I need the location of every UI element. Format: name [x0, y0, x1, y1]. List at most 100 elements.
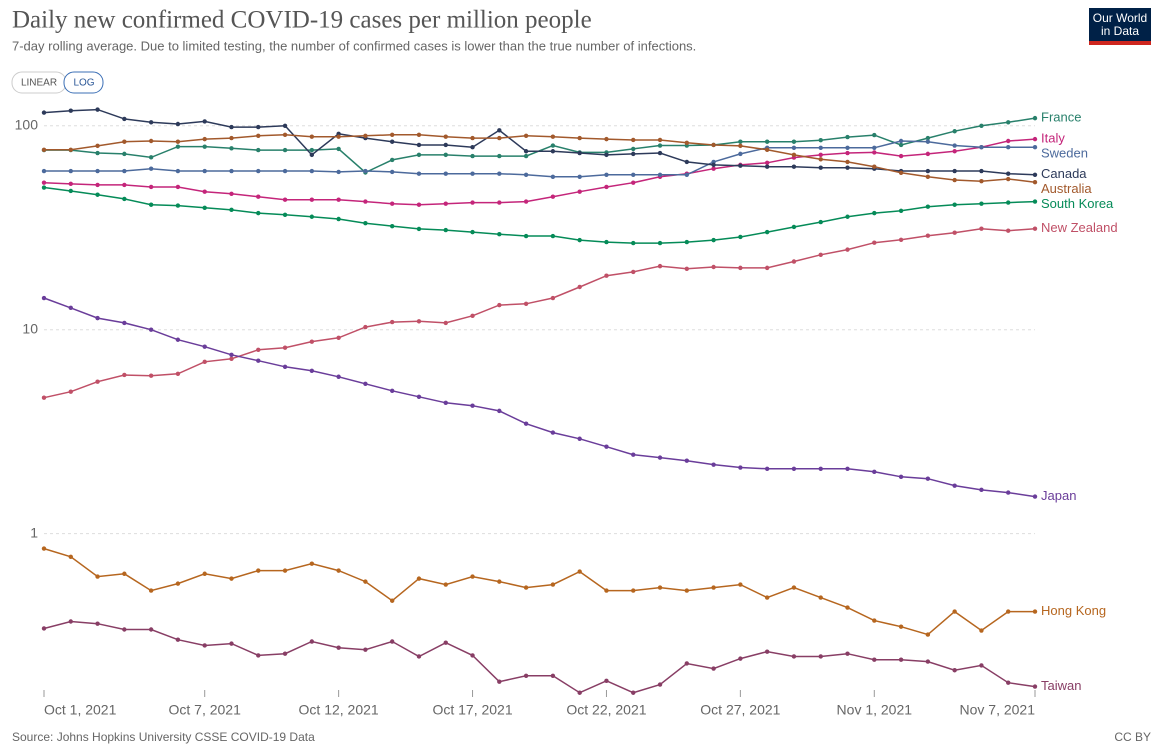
data-point — [497, 200, 502, 205]
data-point — [523, 199, 529, 204]
data-point — [952, 149, 957, 154]
data-point — [95, 143, 100, 149]
data-point — [979, 145, 984, 150]
log-button[interactable] — [63, 71, 104, 94]
data-point — [523, 301, 529, 306]
data-point — [979, 663, 984, 668]
data-point — [470, 653, 475, 658]
data-point — [604, 136, 609, 142]
data-point — [389, 169, 395, 175]
data-point — [68, 389, 73, 394]
data-point — [1032, 226, 1038, 231]
data-point — [175, 184, 181, 190]
data-point — [497, 679, 502, 684]
data-point — [443, 400, 448, 406]
legend-label: Japan — [1041, 488, 1076, 503]
data-point — [470, 313, 475, 319]
data-point — [523, 133, 529, 138]
data-point — [1032, 199, 1038, 204]
data-point — [41, 147, 47, 153]
data-point — [604, 152, 609, 158]
data-point — [925, 632, 931, 637]
data-point — [443, 201, 448, 206]
data-point — [122, 168, 127, 174]
data-point — [577, 174, 582, 180]
legend-label: Italy — [1041, 131, 1065, 146]
data-point — [523, 172, 529, 177]
data-point — [523, 233, 529, 239]
data-point — [416, 171, 422, 176]
license[interactable]: CC BY — [1114, 730, 1151, 744]
data-point — [122, 139, 127, 144]
data-point — [657, 682, 663, 687]
data-point — [925, 233, 931, 238]
data-point — [925, 135, 931, 141]
log-label[interactable]: LOG — [73, 78, 94, 89]
data-point — [657, 455, 663, 460]
data-point — [818, 152, 823, 158]
data-point — [791, 654, 797, 659]
data-point — [845, 145, 850, 150]
data-point — [309, 152, 315, 158]
data-point — [148, 120, 154, 125]
data-point — [979, 123, 984, 128]
data-point — [122, 151, 127, 157]
data-point — [309, 134, 315, 139]
x-tick-label: Oct 12, 2021 — [299, 702, 379, 718]
data-point — [95, 574, 100, 579]
data-point — [336, 568, 341, 573]
data-point — [363, 133, 368, 138]
data-point — [952, 168, 957, 174]
data-point — [122, 116, 127, 122]
series-line — [43, 297, 1036, 498]
data-point — [41, 168, 47, 174]
data-point — [952, 202, 957, 207]
data-point — [122, 372, 127, 378]
data-point — [898, 657, 904, 662]
data-point — [818, 466, 823, 472]
data-point — [684, 140, 690, 146]
data-point — [416, 394, 422, 399]
data-point — [925, 204, 931, 209]
data-point — [898, 474, 904, 480]
data-point — [229, 135, 234, 141]
data-point — [470, 171, 475, 176]
data-point — [764, 595, 770, 600]
data-point — [309, 368, 315, 373]
data-point — [95, 150, 100, 156]
data-point — [604, 172, 609, 177]
data-point — [229, 124, 234, 130]
data-point — [256, 568, 261, 573]
data-point — [1006, 609, 1011, 614]
series-line — [44, 134, 1036, 183]
logo-text[interactable]: Our World — [1093, 11, 1147, 25]
data-point — [818, 137, 823, 143]
data-point — [550, 233, 556, 239]
logo-text[interactable]: in Data — [1101, 24, 1139, 38]
data-point — [309, 339, 315, 344]
data-point — [631, 146, 636, 152]
data-point — [631, 269, 636, 275]
data-point — [497, 128, 502, 133]
data-point — [764, 466, 770, 472]
data-point — [1006, 171, 1011, 176]
data-point — [256, 147, 261, 153]
data-point — [738, 143, 743, 149]
data-point — [68, 108, 73, 113]
linear-label[interactable]: LINEAR — [21, 78, 57, 89]
data-point — [389, 388, 395, 393]
data-point — [443, 227, 448, 233]
data-point — [845, 247, 850, 252]
data-point — [523, 153, 529, 159]
data-point — [1006, 680, 1011, 685]
data-point — [711, 666, 716, 671]
data-point — [523, 421, 529, 426]
data-point — [202, 643, 207, 648]
data-point — [336, 197, 341, 202]
data-point — [764, 160, 770, 166]
legend-label: Hong Kong — [1041, 603, 1106, 618]
data-point — [550, 430, 556, 435]
data-point — [684, 588, 690, 593]
logo[interactable] — [1089, 8, 1151, 45]
